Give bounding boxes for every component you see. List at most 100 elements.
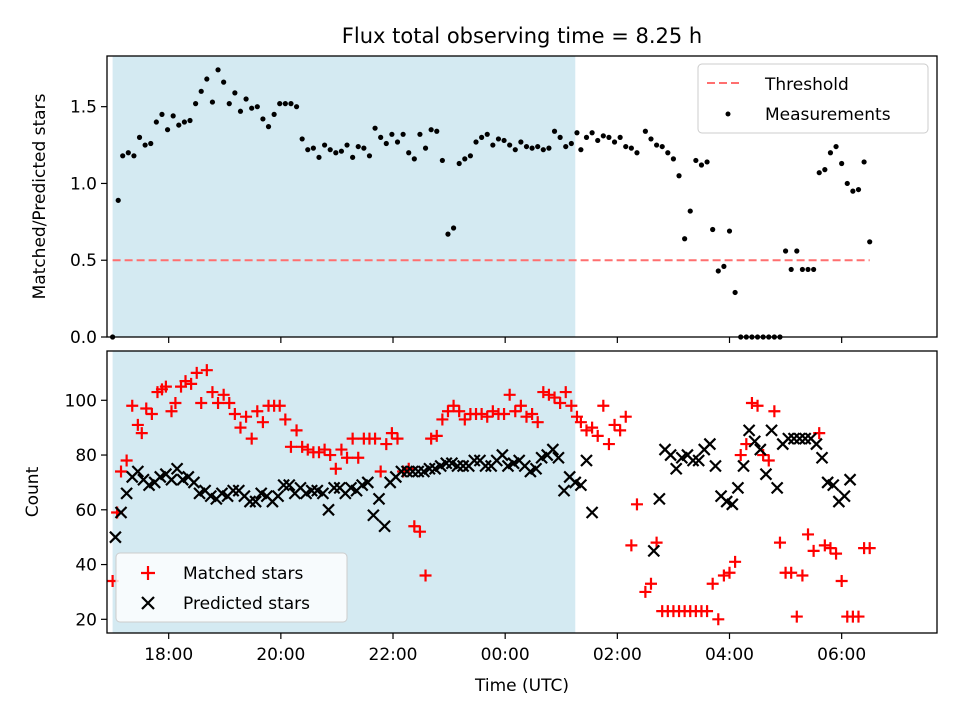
measurement-point xyxy=(422,145,429,151)
legend-measurements-label: Measurements xyxy=(765,105,891,125)
measurement-point xyxy=(299,136,305,142)
matched-point xyxy=(602,438,615,451)
matched-point xyxy=(712,613,725,626)
measurement-point xyxy=(445,231,451,237)
matched-point xyxy=(591,429,604,442)
predicted-point xyxy=(686,454,700,467)
matched-point xyxy=(312,446,325,459)
measurement-point xyxy=(726,228,733,234)
measurement-point xyxy=(850,188,856,194)
matched-point xyxy=(751,399,764,412)
measurement-point xyxy=(400,131,406,137)
measurement-point xyxy=(687,208,693,214)
predicted-point xyxy=(709,459,722,473)
predicted-point xyxy=(759,467,773,481)
measurement-point xyxy=(321,142,328,148)
measurement-point xyxy=(406,150,412,156)
measurement-point xyxy=(861,159,867,165)
matched-point xyxy=(773,536,786,549)
measurement-point xyxy=(333,150,339,156)
matched-point xyxy=(159,380,172,393)
measurement-point xyxy=(799,266,806,273)
ratio-legend: Threshold Measurements xyxy=(697,63,929,134)
series-measurements xyxy=(110,67,873,340)
matched-point xyxy=(740,438,753,451)
predicted-point xyxy=(843,473,857,486)
legend-predicted-label: Predicted stars xyxy=(183,594,310,614)
predicted-point xyxy=(468,454,481,467)
matched-point xyxy=(212,397,225,410)
matched-point xyxy=(408,520,421,533)
legend-measurements-swatch xyxy=(725,111,731,117)
measurement-point xyxy=(366,153,373,159)
matched-point xyxy=(818,539,831,552)
measurement-point xyxy=(568,140,574,147)
matched-point xyxy=(115,465,128,478)
predicted-point xyxy=(574,478,588,492)
predicted-point xyxy=(282,478,296,492)
matched-point xyxy=(145,407,158,420)
matched-point xyxy=(475,407,488,420)
measurement-point xyxy=(125,150,131,156)
series-matched-stars xyxy=(106,364,876,626)
matched-point xyxy=(768,405,781,418)
matched-point xyxy=(385,427,398,440)
matched-point xyxy=(486,405,499,418)
matched-point xyxy=(537,386,550,399)
matched-point xyxy=(863,542,876,555)
predicted-point xyxy=(726,498,739,511)
matched-point xyxy=(614,424,627,437)
measurement-point xyxy=(495,136,502,142)
measurement-point xyxy=(344,142,350,148)
matched-point xyxy=(240,410,253,423)
matched-point xyxy=(701,605,714,618)
measurement-point xyxy=(434,128,440,134)
measurement-point xyxy=(428,127,434,133)
predicted-point xyxy=(327,481,341,495)
matched-point xyxy=(824,542,837,555)
x-tick-label: 04:00 xyxy=(705,645,754,665)
count-marks xyxy=(106,364,876,626)
measurement-point xyxy=(595,137,601,144)
measurement-point xyxy=(822,167,828,173)
y-tick-label: 20 xyxy=(75,610,97,630)
matched-point xyxy=(830,547,843,560)
measurement-point xyxy=(589,130,595,136)
matched-point xyxy=(630,498,643,511)
measurement-point xyxy=(782,248,789,254)
measurement-point xyxy=(254,104,260,110)
predicted-point xyxy=(451,459,464,473)
count-legend: Matched stars Predicted stars xyxy=(115,552,348,623)
x-tick-label: 18:00 xyxy=(144,645,193,665)
predicted-point xyxy=(664,448,677,462)
predicted-point xyxy=(647,544,661,558)
measurement-point xyxy=(221,79,227,85)
measurement-point xyxy=(665,150,671,156)
measurement-point xyxy=(715,268,721,274)
measurement-point xyxy=(732,289,738,296)
matched-point xyxy=(447,399,460,412)
measurement-point xyxy=(693,157,699,164)
matched-point xyxy=(195,397,208,410)
predicted-point xyxy=(131,465,145,478)
measurement-point xyxy=(327,147,333,153)
matched-point xyxy=(723,566,736,579)
measurement-point xyxy=(450,225,457,231)
matched-point xyxy=(185,377,198,390)
legend-predicted-swatch xyxy=(141,596,155,610)
y-tick-label: 40 xyxy=(75,556,97,576)
predicted-point xyxy=(737,459,750,473)
predicted-point xyxy=(557,484,571,497)
matched-point xyxy=(329,462,342,475)
measurement-point xyxy=(467,153,474,159)
matched-point xyxy=(526,407,539,420)
measurement-point xyxy=(676,173,682,179)
matched-point xyxy=(380,438,393,451)
matched-point xyxy=(729,555,742,568)
predicted-point xyxy=(165,473,178,486)
matched-point xyxy=(223,397,236,410)
predicted-point xyxy=(798,432,812,445)
matched-point xyxy=(301,443,314,456)
measurement-point xyxy=(260,116,266,122)
predicted-point xyxy=(770,481,784,495)
